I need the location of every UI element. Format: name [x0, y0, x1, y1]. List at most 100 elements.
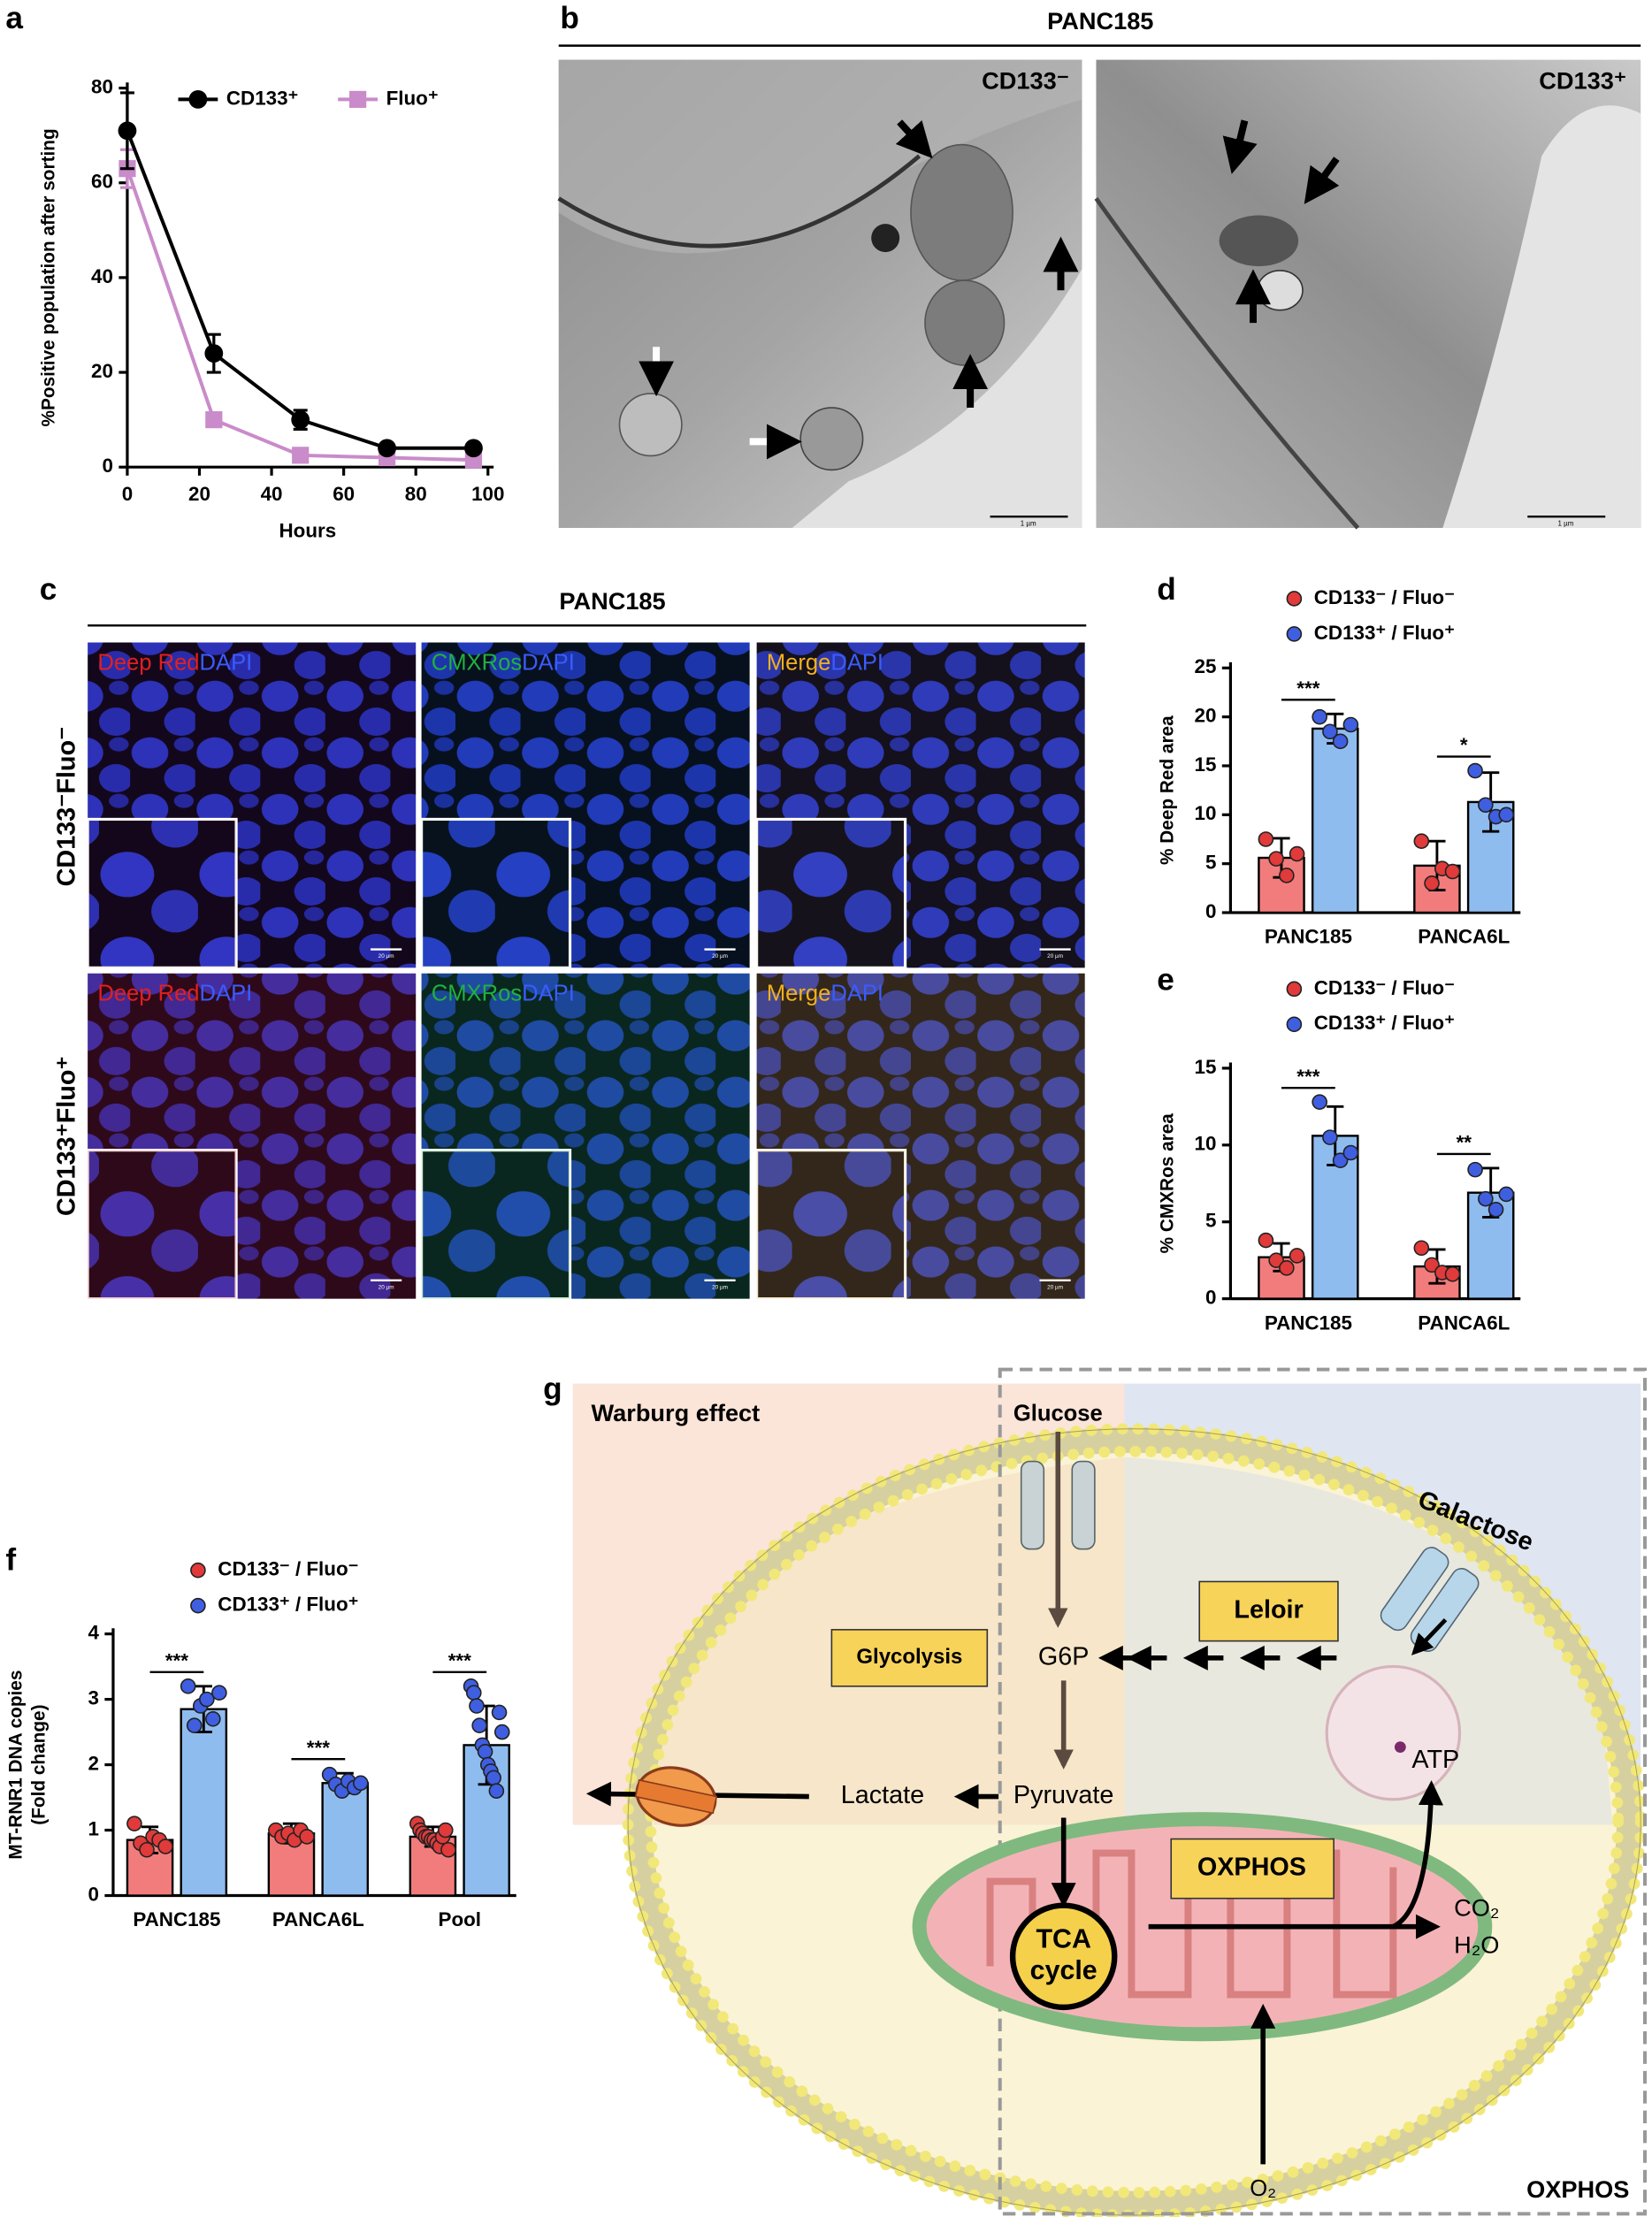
membrane [626, 1427, 1642, 2217]
legend-label: Fluo⁺ [386, 87, 439, 109]
y-axis-label: (Fold change) [28, 1704, 49, 1824]
data-point [464, 439, 483, 458]
tca-label: TCA [1036, 1924, 1090, 1954]
em-texture [1442, 105, 1641, 528]
em-texture [1094, 196, 1360, 530]
x-tick-label: 60 [333, 483, 355, 505]
legend-marker [190, 1562, 206, 1579]
data-point [1268, 1252, 1284, 1268]
em-texture [792, 269, 1082, 528]
data-point [1467, 762, 1483, 779]
legend-marker [1286, 626, 1303, 642]
pathway-label: OXPHOS [1197, 1854, 1306, 1882]
data-point [1424, 875, 1440, 891]
data-point [440, 1841, 456, 1858]
x-tick-label: 100 [471, 483, 504, 505]
data-point [1342, 1144, 1359, 1161]
scale-bar-label: 20 µm [712, 953, 728, 959]
significance-label: *** [1296, 677, 1319, 700]
significance-label: ** [1457, 1132, 1472, 1154]
x-tick-label: Pool [439, 1908, 481, 1930]
inset [86, 1149, 238, 1301]
data-point [1312, 1094, 1327, 1110]
y-tick-label: 5 [1205, 852, 1216, 874]
data-point [1444, 1266, 1461, 1282]
region-label: Warburg effect [592, 1399, 761, 1426]
stain-label: Deep Red [97, 650, 199, 675]
em-arrow [1222, 119, 1258, 174]
panel-letter: b [560, 1, 579, 35]
data-point [1332, 733, 1349, 750]
metabolite: Pyruvate [1013, 1781, 1114, 1809]
panel-title: PANC185 [1047, 7, 1153, 34]
panel-title: PANC185 [559, 587, 665, 615]
em-texture [910, 143, 1013, 281]
panel-letter: g [543, 1372, 562, 1406]
scale-bar-label: 20 µm [1047, 1285, 1063, 1291]
inset-overlay [421, 819, 570, 968]
y-tick-label: 2 [88, 1753, 98, 1775]
dapi-label: DAPI [200, 650, 253, 675]
pathway-label: Leloir [1234, 1596, 1303, 1625]
inset [755, 817, 907, 969]
y-tick-label: 25 [1195, 655, 1217, 677]
legend-label: CD133⁺ / Fluo⁺ [1314, 1012, 1455, 1034]
data-point [186, 1717, 203, 1733]
legend-label: CD133⁺ / Fluo⁺ [218, 1594, 358, 1616]
panel-letter: f [5, 1542, 16, 1577]
data-point [1312, 708, 1327, 725]
panel-letter: a [5, 1, 23, 35]
y-tick-label: 60 [91, 171, 113, 193]
product: H₂O [1454, 1930, 1499, 1958]
em-texture [871, 224, 900, 253]
stain-label: CMXRos [432, 982, 522, 1006]
pathway-box [1170, 1838, 1335, 1900]
scale-bar-label: 20 µm [1047, 953, 1063, 959]
inset [755, 1149, 907, 1301]
em-texture [618, 393, 683, 457]
y-tick-label: 0 [1205, 900, 1216, 922]
panel-g: Warburg effect OXPHOS Glucose G6P Pyruva… [572, 1367, 1648, 2217]
stain-label: Merge [767, 982, 831, 1006]
inset [86, 817, 238, 969]
data-point [205, 411, 223, 429]
galactose-transporter [1380, 1547, 1480, 1653]
transporter [1071, 1460, 1096, 1550]
inset-overlay [756, 819, 906, 968]
data-point [471, 1717, 487, 1733]
data-point [1258, 831, 1274, 847]
data-point [205, 1711, 221, 1727]
significance-label: * [1460, 734, 1468, 756]
y-tick-label: 3 [88, 1687, 98, 1709]
x-tick-label: PANC185 [133, 1908, 220, 1930]
channel [634, 1778, 718, 1815]
dapi-label: DAPI [830, 982, 883, 1006]
inset-overlay [88, 819, 237, 968]
stain-label: CMXRos [432, 650, 522, 675]
data-point [1413, 1240, 1430, 1257]
dapi-label: DAPI [830, 650, 883, 675]
inset [419, 1149, 572, 1301]
tca-cycle [1009, 1902, 1118, 2011]
y-tick-label: 0 [1205, 1287, 1216, 1309]
scale-bar-label: 20 µm [712, 1285, 728, 1291]
metabolite: G6P [1038, 1642, 1090, 1670]
stain-label: Merge [767, 650, 831, 675]
em-arrow [895, 119, 933, 159]
y-tick-label: 15 [1195, 753, 1217, 776]
x-tick-label: PANCA6L [1418, 926, 1510, 948]
oxphos-box [998, 1367, 1648, 2216]
inset-overlay [756, 1150, 906, 1299]
x-tick-label: 40 [261, 483, 283, 505]
data-point [486, 1770, 501, 1786]
y-tick-label: 1 [88, 1817, 98, 1839]
y-tick-label: 5 [1205, 1210, 1216, 1232]
data-point [1279, 1260, 1295, 1276]
data-point [204, 344, 224, 363]
y-tick-label: 0 [102, 455, 112, 477]
product: CO₂ [1454, 1894, 1499, 1922]
column-label: CMXRosDAPI [432, 982, 575, 1006]
data-point [491, 1704, 508, 1721]
dapi-label: DAPI [200, 982, 253, 1006]
pathway-box [830, 1629, 989, 1687]
